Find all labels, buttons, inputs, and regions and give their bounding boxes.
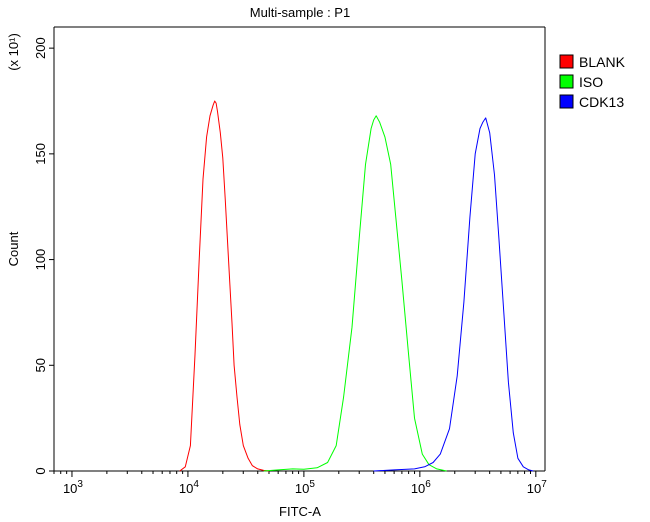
- x-tick-label-base: 10: [411, 481, 425, 496]
- x-tick-label: 107: [527, 479, 547, 496]
- legend-label-cdk13: CDK13: [579, 94, 624, 110]
- x-tick-label-base: 10: [527, 481, 541, 496]
- plot-frame: [53, 26, 546, 472]
- x-tick-label: 106: [411, 479, 431, 496]
- legend-swatch-cdk13: [559, 94, 574, 109]
- x-tick-label-base: 10: [63, 481, 77, 496]
- y-tick-label: 150: [33, 143, 48, 165]
- y-axis-ticks: 0 50 100 150 200: [33, 37, 54, 475]
- x-tick-label-base: 10: [295, 481, 309, 496]
- legend-swatch-blank: [559, 54, 574, 69]
- series-cdk13-line: [373, 117, 534, 472]
- x-tick-label: 105: [295, 479, 315, 496]
- y-tick-label: 100: [33, 249, 48, 271]
- chart-title: Multi-sample : P1: [250, 5, 350, 20]
- legend-swatch-iso: [559, 74, 574, 89]
- y-tick-label: 50: [33, 358, 48, 372]
- y-tick-label: 200: [33, 37, 48, 59]
- series-layer: [179, 100, 534, 472]
- legend-label-blank: BLANK: [579, 54, 626, 70]
- series-blank-line: [179, 100, 270, 472]
- legend-label-iso: ISO: [579, 74, 603, 90]
- x-tick-label-exponent: 4: [193, 479, 199, 490]
- x-tick-label-exponent: 3: [77, 479, 83, 490]
- x-axis-ticks: 103 104 105 106 107: [53, 471, 547, 496]
- x-tick-label: 103: [63, 479, 83, 496]
- y-axis-multiplier: (x 10¹): [6, 33, 21, 71]
- legend: BLANK ISO CDK13: [559, 54, 626, 110]
- x-tick-label-exponent: 7: [541, 479, 547, 490]
- x-tick-label: 104: [179, 479, 199, 496]
- y-axis-title: Count: [6, 231, 21, 266]
- x-tick-label-exponent: 6: [425, 479, 431, 490]
- x-axis-title: FITC-A: [279, 504, 321, 519]
- x-tick-label-base: 10: [179, 481, 193, 496]
- series-iso-line: [263, 115, 447, 472]
- x-tick-label-exponent: 5: [309, 479, 315, 490]
- y-tick-label: 0: [33, 467, 48, 474]
